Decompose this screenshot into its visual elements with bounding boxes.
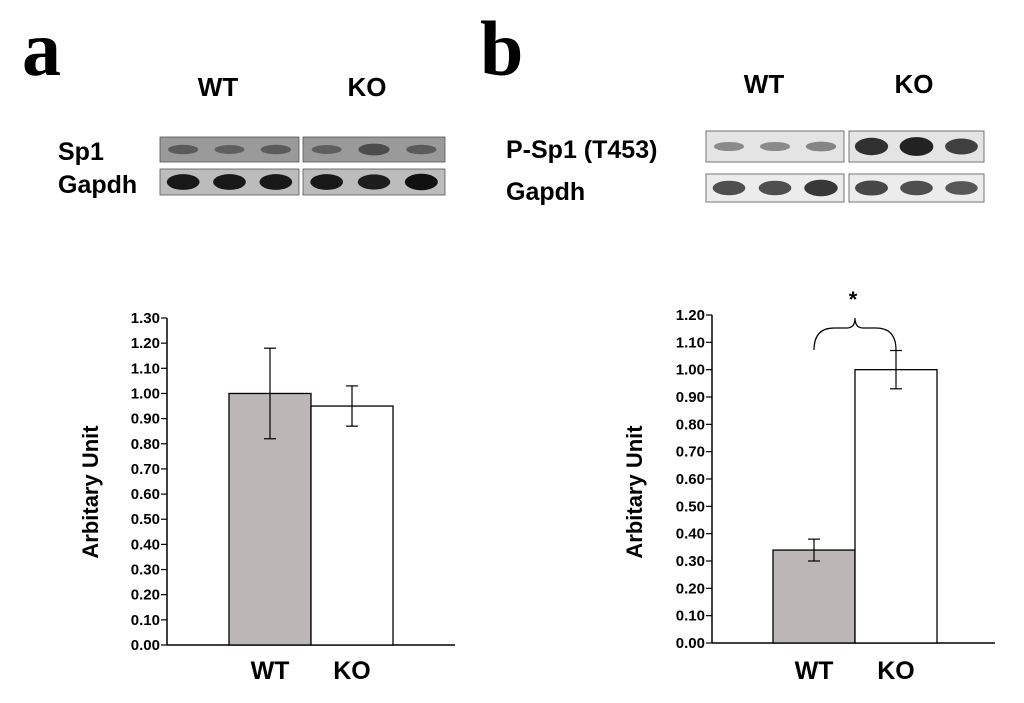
y-tick-label: 0.70: [676, 444, 705, 461]
blot-band-lane-2: [758, 180, 792, 196]
y-tick-label: 1.10: [131, 360, 160, 377]
blot-band-lane-1: [713, 141, 745, 152]
y-tick-label: 0.30: [676, 553, 705, 570]
blot-band-lane-2: [759, 141, 791, 152]
blot-band-lane-2: [214, 145, 245, 154]
blot-band-lane-4: [310, 174, 344, 190]
blot-band-lane-5: [900, 180, 933, 196]
bar-ko: [310, 405, 394, 646]
blot-band-lane-6: [404, 173, 438, 191]
y-tick-label: 0.90: [131, 411, 160, 428]
y-tick-label: 1.00: [131, 385, 160, 402]
panel-b-row-psp1-label: P-Sp1 (T453): [506, 136, 657, 164]
blot-band-lane-1: [166, 174, 200, 190]
chart-b-ylabel: Arbitary Unit: [622, 425, 647, 559]
y-tick-label: 0.50: [676, 498, 705, 515]
y-tick-label: 0.50: [131, 511, 160, 528]
panel-b-row-gapdh-label: Gapdh: [506, 178, 585, 206]
panel-a-bar-chart: Arbitary Unit 0.00 0.10 0.20 0.30 0.40 0.50 0.…: [78, 310, 455, 685]
blot-band-lane-3: [805, 141, 837, 152]
blot-band-lane-4: [311, 145, 342, 154]
bar-wt: [772, 549, 856, 644]
bar-ko: [854, 369, 938, 644]
y-tick-label: 0.80: [676, 416, 705, 433]
y-tick-label: 0.20: [131, 587, 160, 604]
panel-a-group-wt-label: WT: [198, 72, 239, 102]
y-tick-label: 0.90: [676, 389, 705, 406]
y-tick-label: 0.10: [676, 608, 705, 625]
blot-band-lane-3: [259, 174, 293, 190]
y-tick-label: 0.60: [676, 471, 705, 488]
panel-b-bar-chart: Arbitary Unit 0.00 0.10 0.20 0.30 0.40 0.50 0.…: [622, 287, 995, 685]
blot-band-lane-1: [712, 180, 746, 196]
blot-band-lane-5: [899, 137, 934, 156]
x-category-label-ko: KO: [333, 657, 371, 685]
panel-b-letter: b: [480, 5, 523, 92]
panel-b-western-blot: [705, 130, 985, 203]
y-tick-label: 1.30: [131, 310, 160, 327]
panel-a-letter: a: [22, 5, 61, 92]
panel-a-western-blot: [159, 136, 446, 196]
y-tick-label: 1.00: [676, 362, 705, 379]
blot-band-lane-3: [804, 179, 838, 197]
y-tick-label: 0.70: [131, 461, 160, 478]
y-tick-label: 1.20: [131, 335, 160, 352]
y-tick-label: 0.20: [676, 580, 705, 597]
y-tick-label: 0.30: [131, 562, 160, 579]
chart-a-ylabel: Arbitary Unit: [78, 425, 103, 559]
blot-band-lane-6: [945, 138, 978, 155]
blot-band-lane-6: [406, 144, 437, 155]
panel-b-group-ko-label: KO: [895, 69, 934, 99]
x-category-label-wt: WT: [251, 657, 290, 685]
y-tick-label: 0.10: [131, 612, 160, 629]
y-tick-label: 0.60: [131, 486, 160, 503]
y-tick-label: 1.20: [676, 307, 705, 324]
blot-band-lane-4: [855, 180, 888, 196]
panel-b-group-wt-label: WT: [744, 69, 785, 99]
x-category-label-ko: KO: [877, 657, 915, 685]
significance-bracket: [813, 317, 897, 351]
y-tick-label: 0.40: [676, 526, 705, 543]
blot-band-lane-2: [213, 174, 246, 190]
y-tick-label: 1.10: [676, 334, 705, 351]
y-tick-label: 0.00: [676, 635, 705, 652]
panel-a-row-sp1-label: Sp1: [58, 138, 104, 166]
panel-a-row-gapdh-label: Gapdh: [58, 171, 137, 199]
blot-band-lane-4: [854, 137, 889, 156]
panel-a-group-ko-label: KO: [348, 72, 387, 102]
y-tick-label: 0.80: [131, 436, 160, 453]
blot-band-lane-5: [358, 143, 390, 156]
blot-band-lane-3: [260, 144, 291, 155]
y-tick-label: 0.00: [131, 637, 160, 654]
blot-1-row-0-box-0: [705, 130, 845, 163]
blot-band-lane-6: [945, 181, 978, 195]
x-category-label-wt: WT: [795, 657, 834, 685]
blot-band-lane-1: [168, 144, 199, 155]
y-tick-label: 0.40: [131, 536, 160, 553]
significance-asterisk: *: [849, 287, 858, 312]
blot-band-lane-5: [357, 174, 391, 190]
